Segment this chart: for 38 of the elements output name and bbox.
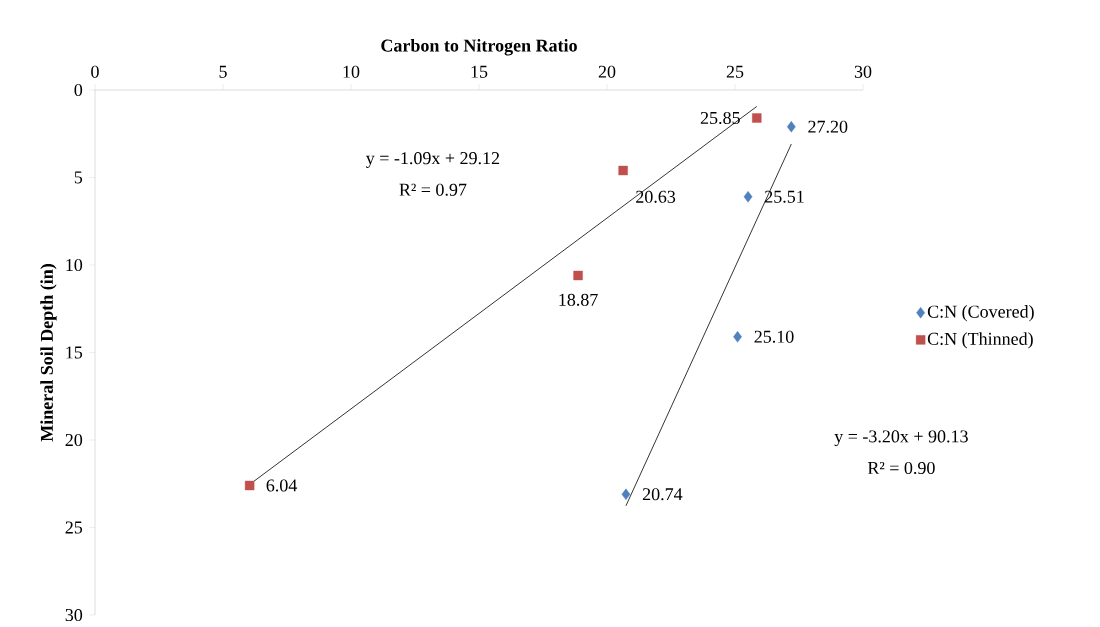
y-tick-label: 0	[74, 83, 83, 97]
x-tick-label: 0	[91, 65, 99, 78]
y-tick-label: 15	[66, 346, 83, 359]
annotation: 25.10	[754, 330, 794, 343]
x-tick-label: 30	[854, 65, 872, 78]
annotation: 6.04	[266, 479, 298, 492]
y-axis-title: Mineral Soil Depth (in)	[40, 264, 57, 442]
point	[787, 121, 796, 133]
annotation: 25.85	[700, 111, 740, 125]
y-tick-label: 25	[65, 521, 83, 534]
y-tick-label: 10	[66, 258, 83, 272]
annotation: R² = 0.97	[399, 183, 467, 196]
point	[244, 480, 255, 491]
legend-label: C:N (Thinned)	[927, 332, 1033, 349]
annotation: 27.20	[808, 120, 848, 133]
x-axis-title: Carbon to Nitrogen Ratio	[381, 38, 577, 56]
point	[573, 270, 583, 281]
point	[752, 113, 762, 123]
x-tick-label: 5	[219, 65, 227, 78]
text: R² = 0.90	[867, 461, 935, 475]
point	[621, 488, 631, 500]
x-tick-label: 15	[471, 65, 488, 78]
annotation: 25.51	[765, 190, 804, 203]
annotation: 20.63	[636, 190, 676, 203]
annotation: y = -3.20x + 90.13	[834, 430, 968, 447]
point	[733, 331, 742, 343]
x-tick-label: 25	[726, 65, 744, 78]
y-tick-label: 20	[65, 433, 83, 447]
point	[743, 191, 753, 203]
point	[618, 165, 628, 176]
y-tick-label: 5	[74, 171, 83, 184]
legend-label: C:N (Covered)	[927, 305, 1034, 322]
annotation: 18.87	[559, 293, 598, 306]
x-tick-label: 20	[598, 65, 616, 78]
y-tick-label: 30	[65, 608, 83, 622]
x-tick-label: 10	[343, 65, 360, 78]
annotation: 20.74	[642, 488, 683, 501]
annotation: y = -1.09x + 29.12	[366, 152, 500, 168]
